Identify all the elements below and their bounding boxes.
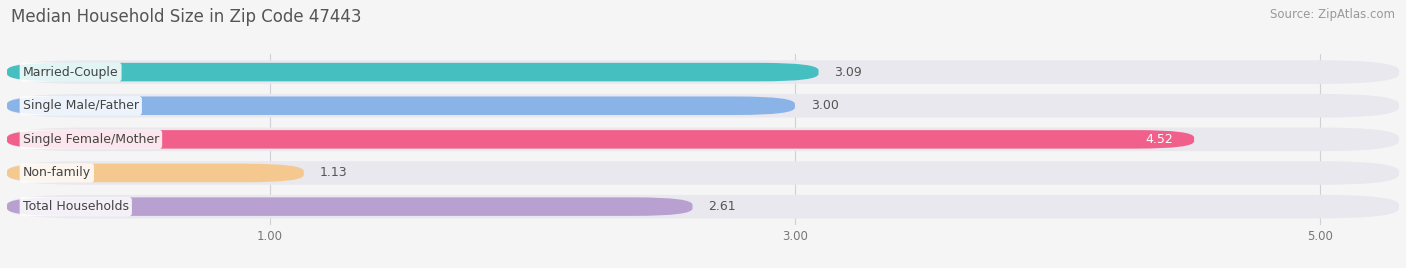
Text: Single Male/Father: Single Male/Father	[22, 99, 139, 112]
Text: 3.00: 3.00	[811, 99, 838, 112]
Text: 2.61: 2.61	[709, 200, 735, 213]
FancyBboxPatch shape	[7, 128, 1399, 151]
FancyBboxPatch shape	[7, 63, 818, 81]
Text: Single Female/Mother: Single Female/Mother	[22, 133, 159, 146]
Text: Non-family: Non-family	[22, 166, 91, 180]
FancyBboxPatch shape	[7, 161, 1399, 185]
Text: 1.13: 1.13	[319, 166, 347, 180]
Text: 4.52: 4.52	[1146, 133, 1173, 146]
Text: Median Household Size in Zip Code 47443: Median Household Size in Zip Code 47443	[11, 8, 361, 26]
FancyBboxPatch shape	[7, 94, 1399, 117]
Text: Married-Couple: Married-Couple	[22, 66, 118, 79]
Text: Source: ZipAtlas.com: Source: ZipAtlas.com	[1270, 8, 1395, 21]
FancyBboxPatch shape	[7, 60, 1399, 84]
Text: Total Households: Total Households	[22, 200, 129, 213]
FancyBboxPatch shape	[7, 195, 1399, 218]
FancyBboxPatch shape	[7, 130, 1194, 149]
Text: 3.09: 3.09	[834, 66, 862, 79]
FancyBboxPatch shape	[7, 96, 794, 115]
FancyBboxPatch shape	[7, 197, 693, 216]
FancyBboxPatch shape	[7, 164, 304, 182]
